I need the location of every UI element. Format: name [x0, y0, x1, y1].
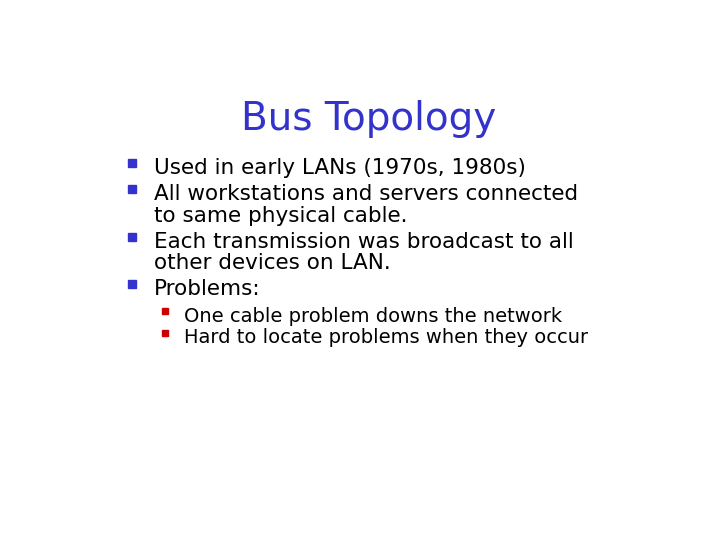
- Text: All workstations and servers connected: All workstations and servers connected: [154, 184, 578, 204]
- Text: Bus Topology: Bus Topology: [241, 100, 497, 138]
- Text: Problems:: Problems:: [154, 279, 261, 299]
- Text: Hard to locate problems when they occur: Hard to locate problems when they occur: [184, 328, 588, 347]
- Text: Used in early LANs (1970s, 1980s): Used in early LANs (1970s, 1980s): [154, 158, 526, 178]
- Text: to same physical cable.: to same physical cable.: [154, 206, 408, 226]
- Text: One cable problem downs the network: One cable problem downs the network: [184, 307, 562, 326]
- Text: Each transmission was broadcast to all: Each transmission was broadcast to all: [154, 232, 574, 252]
- Text: other devices on LAN.: other devices on LAN.: [154, 253, 391, 273]
